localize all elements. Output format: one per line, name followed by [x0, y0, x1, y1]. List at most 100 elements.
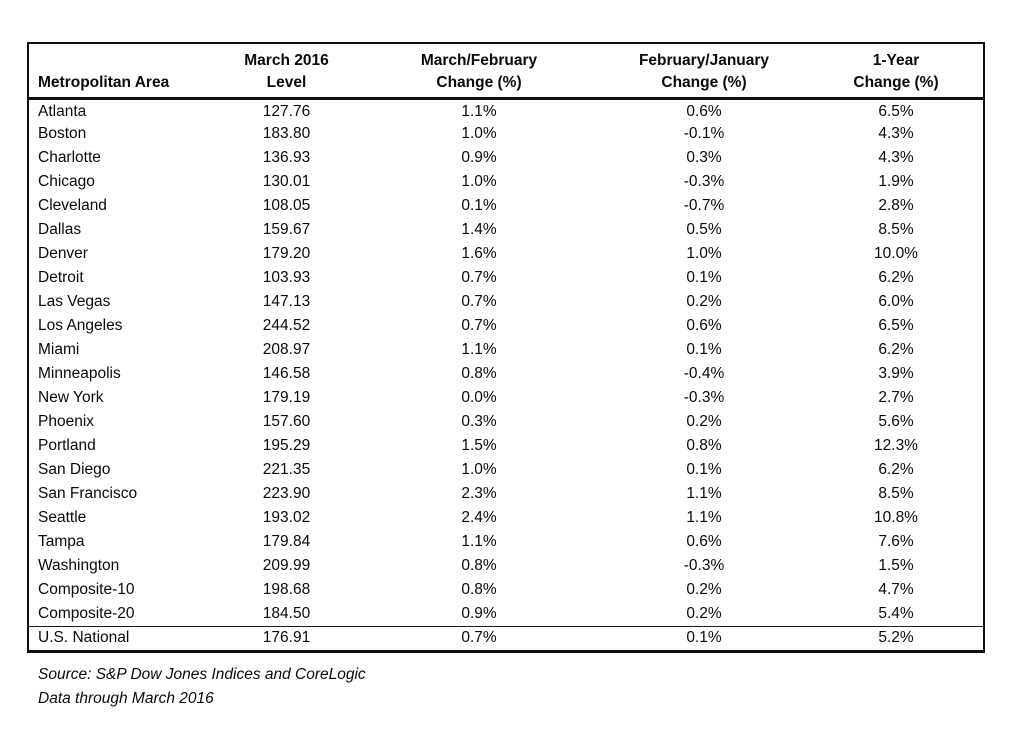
cell-area: Minneapolis [38, 365, 121, 382]
cell-value: 3.9% [878, 365, 914, 382]
cell-value: 221.35 [262, 461, 311, 478]
header-row-2: Metropolitan Area Level Change (%) Chang… [29, 72, 983, 100]
table-row: Atlanta 127.76 1.1% 0.6% 6.5% [29, 98, 983, 122]
cell-area: Composite-10 [38, 581, 135, 598]
cell-area: Seattle [38, 509, 87, 526]
cell-area: Phoenix [38, 413, 95, 430]
cell-value: 103.93 [262, 269, 311, 286]
cell-value: 130.01 [262, 173, 311, 190]
cell-area: Denver [38, 245, 88, 262]
cell-value: 0.7% [461, 317, 497, 334]
cell-value: 0.0% [461, 389, 497, 406]
table-header: March 2016 March/February February/Janua… [29, 44, 983, 100]
cell-value: 0.1% [461, 197, 497, 214]
header-prev-line2: Change (%) [599, 72, 809, 100]
cell-value: 0.8% [686, 437, 722, 454]
home-price-index-table: March 2016 March/February February/Janua… [27, 42, 985, 653]
cell-value: 0.7% [359, 625, 599, 650]
header-level-line2: Level [214, 72, 359, 100]
cell-value: 127.76 [262, 103, 311, 121]
header-year-line2: Change (%) [809, 72, 983, 100]
cell-value: -0.1% [683, 125, 725, 142]
table-footnote: Source: S&P Dow Jones Indices and CoreLo… [38, 663, 366, 711]
cell-value: 179.19 [262, 389, 311, 406]
table-row: San Diego 221.35 1.0% 0.1% 6.2% [29, 458, 983, 482]
header-prev-line1: February/January [638, 52, 770, 69]
cell-value: 6.5% [878, 317, 914, 334]
header-year-line1: 1-Year [872, 52, 920, 69]
cell-value: 2.8% [878, 197, 914, 214]
cell-value: 147.13 [262, 293, 311, 310]
cell-value: 179.20 [262, 245, 311, 262]
table-row: Chicago 130.01 1.0% -0.3% 1.9% [29, 170, 983, 194]
cell-area: San Francisco [38, 485, 138, 502]
cell-value: 1.5% [878, 557, 914, 574]
cell-value: 1.1% [461, 341, 497, 358]
cell-value: 0.3% [686, 149, 722, 166]
table-body: Atlanta 127.76 1.1% 0.6% 6.5% Boston 183.80 1.0… [29, 98, 983, 650]
cell-value: 0.2% [686, 293, 722, 310]
header-metropolitan-area: Metropolitan Area [29, 72, 214, 100]
cell-value: 108.05 [262, 197, 311, 214]
cell-area: Los Angeles [38, 317, 123, 334]
header-level-line1: March 2016 [244, 52, 329, 69]
header-row-1: March 2016 March/February February/Janua… [29, 44, 983, 72]
data-through-note: Data through March 2016 [38, 690, 214, 707]
table-row: Composite-20 184.50 0.9% 0.2% 5.4% [29, 602, 983, 626]
cell-value: 0.1% [599, 625, 809, 650]
cell-value: 0.7% [461, 269, 497, 286]
cell-value: 198.68 [262, 581, 311, 598]
cell-value: 0.8% [461, 365, 497, 382]
cell-area: Charlotte [38, 149, 101, 166]
header-mom-line2: Change (%) [359, 72, 599, 100]
cell-value: 0.6% [686, 533, 722, 550]
cell-value: 0.1% [686, 341, 722, 358]
cell-value: 0.9% [461, 149, 497, 166]
cell-area: Chicago [38, 173, 95, 190]
table-row: Los Angeles 244.52 0.7% 0.6% 6.5% [29, 314, 983, 338]
cell-area: San Diego [38, 461, 111, 478]
table-row: Charlotte 136.93 0.9% 0.3% 4.3% [29, 146, 983, 170]
table-row: Phoenix 157.60 0.3% 0.2% 5.6% [29, 410, 983, 434]
cell-area: Boston [38, 125, 87, 142]
cell-area: Cleveland [38, 197, 107, 214]
cell-value: 1.1% [686, 485, 722, 502]
cell-value: 6.2% [878, 461, 914, 478]
cell-value: 4.7% [878, 581, 914, 598]
table-row: Tampa 179.84 1.1% 0.6% 7.6% [29, 530, 983, 554]
table-row: Dallas 159.67 1.4% 0.5% 8.5% [29, 218, 983, 242]
cell-value: 1.0% [461, 173, 497, 190]
cell-value: -0.3% [683, 389, 725, 406]
header-area-line1 [29, 44, 214, 72]
cell-value: 179.84 [262, 533, 311, 550]
cell-value: 1.0% [686, 245, 722, 262]
cell-value: 0.7% [461, 293, 497, 310]
table-row: Las Vegas 147.13 0.7% 0.2% 6.0% [29, 290, 983, 314]
cell-value: 0.2% [686, 604, 722, 622]
cell-value: 0.1% [686, 461, 722, 478]
cell-area: Atlanta [38, 103, 87, 121]
cell-area: Detroit [38, 269, 84, 286]
cell-value: 223.90 [262, 485, 311, 502]
table-row: U.S. National 176.91 0.7% 0.1% 5.2% [29, 625, 983, 650]
cell-value: 2.3% [461, 485, 497, 502]
table-row: Seattle 193.02 2.4% 1.1% 10.8% [29, 506, 983, 530]
cell-value: 1.0% [461, 461, 497, 478]
cell-area: Dallas [38, 221, 82, 238]
data-table: March 2016 March/February February/Janua… [29, 44, 983, 650]
table-row: New York 179.19 0.0% -0.3% 2.7% [29, 386, 983, 410]
cell-area: Miami [38, 341, 80, 358]
cell-value: 1.6% [461, 245, 497, 262]
cell-area: U.S. National [29, 625, 214, 650]
cell-value: 0.5% [686, 221, 722, 238]
table-row: Boston 183.80 1.0% -0.1% 4.3% [29, 122, 983, 146]
cell-value: 10.0% [874, 245, 918, 262]
cell-area: Tampa [38, 533, 85, 550]
cell-area: Las Vegas [38, 293, 111, 310]
cell-value: 1.1% [461, 533, 497, 550]
cell-value: 193.02 [262, 509, 311, 526]
cell-value: 8.5% [878, 221, 914, 238]
cell-value: 6.2% [878, 269, 914, 286]
table-row: Miami 208.97 1.1% 0.1% 6.2% [29, 338, 983, 362]
cell-value: 176.91 [214, 625, 359, 650]
